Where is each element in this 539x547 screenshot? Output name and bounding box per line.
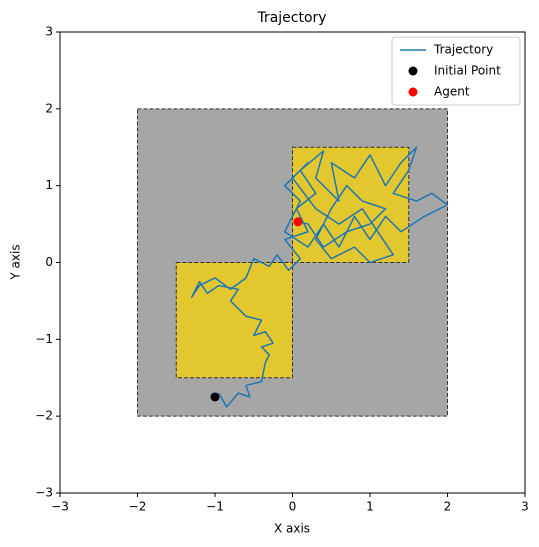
y-tick-label: 3 [45, 25, 53, 39]
y-tick-label: −2 [35, 409, 53, 423]
y-axis-label: Y axis [9, 244, 23, 280]
y-tick-label: −3 [35, 486, 53, 500]
x-tick-label: −3 [51, 500, 69, 514]
legend-label: Agent [434, 85, 470, 99]
chart-title: Trajectory [256, 10, 326, 26]
y-tick-label: −1 [35, 332, 53, 346]
x-tick-label: 2 [444, 500, 452, 514]
trajectory-line [191, 146, 449, 408]
x-tick-label: 0 [289, 500, 297, 514]
region [175, 262, 293, 379]
legend-label: Initial Point [434, 64, 501, 78]
x-tick-label: −2 [129, 500, 147, 514]
y-tick-label: 2 [45, 101, 53, 115]
y-tick-label: 1 [45, 178, 53, 192]
legend-marker [408, 87, 418, 97]
legend-box [391, 36, 521, 106]
legend-label: Trajectory [433, 43, 493, 57]
region [292, 146, 410, 263]
x-tick-label: 1 [366, 500, 374, 514]
x-axis-label: X axis [274, 522, 310, 536]
point [210, 392, 220, 402]
point [293, 217, 303, 227]
x-tick-label: −1 [206, 500, 224, 514]
y-tick-label: 0 [45, 255, 53, 269]
x-tick-label: 3 [521, 500, 529, 514]
legend-marker [408, 66, 418, 76]
